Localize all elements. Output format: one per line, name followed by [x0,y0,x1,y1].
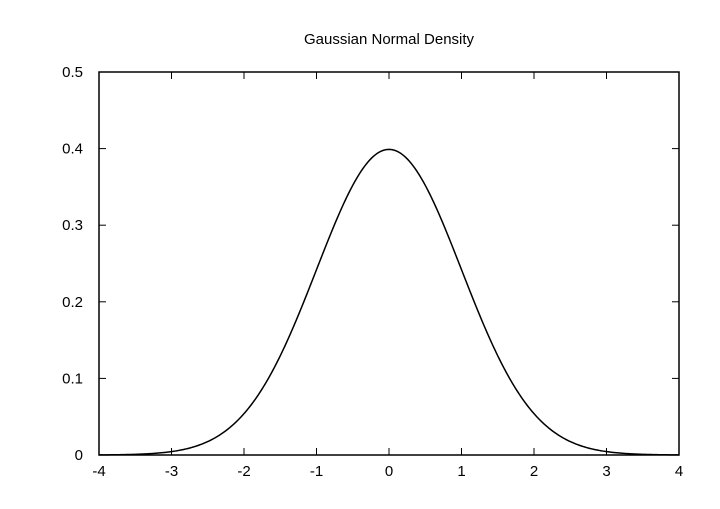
plot-frame [98,71,680,456]
y-tick-label: 0.4 [62,141,83,158]
x-tick-label: 3 [602,463,610,480]
x-tick-label: 0 [385,463,393,480]
y-tick-label: 0 [75,447,83,464]
chart-title: Gaussian Normal Density [304,31,475,48]
y-tick-label: 0.5 [62,64,83,81]
x-tick-label: -3 [165,463,178,480]
series-line-gaussian [98,148,680,456]
x-tick-label: -4 [92,463,105,480]
y-tick-label: 0.1 [62,370,83,387]
x-tick-label: 2 [530,463,538,480]
x-tick-label: 1 [457,463,465,480]
y-tick-label: 0.3 [62,217,83,234]
y-tick-label: 0.2 [62,294,83,311]
x-tick-label: -1 [310,463,323,480]
x-tick-label: 4 [675,463,683,480]
x-tick-label: -2 [237,463,250,480]
